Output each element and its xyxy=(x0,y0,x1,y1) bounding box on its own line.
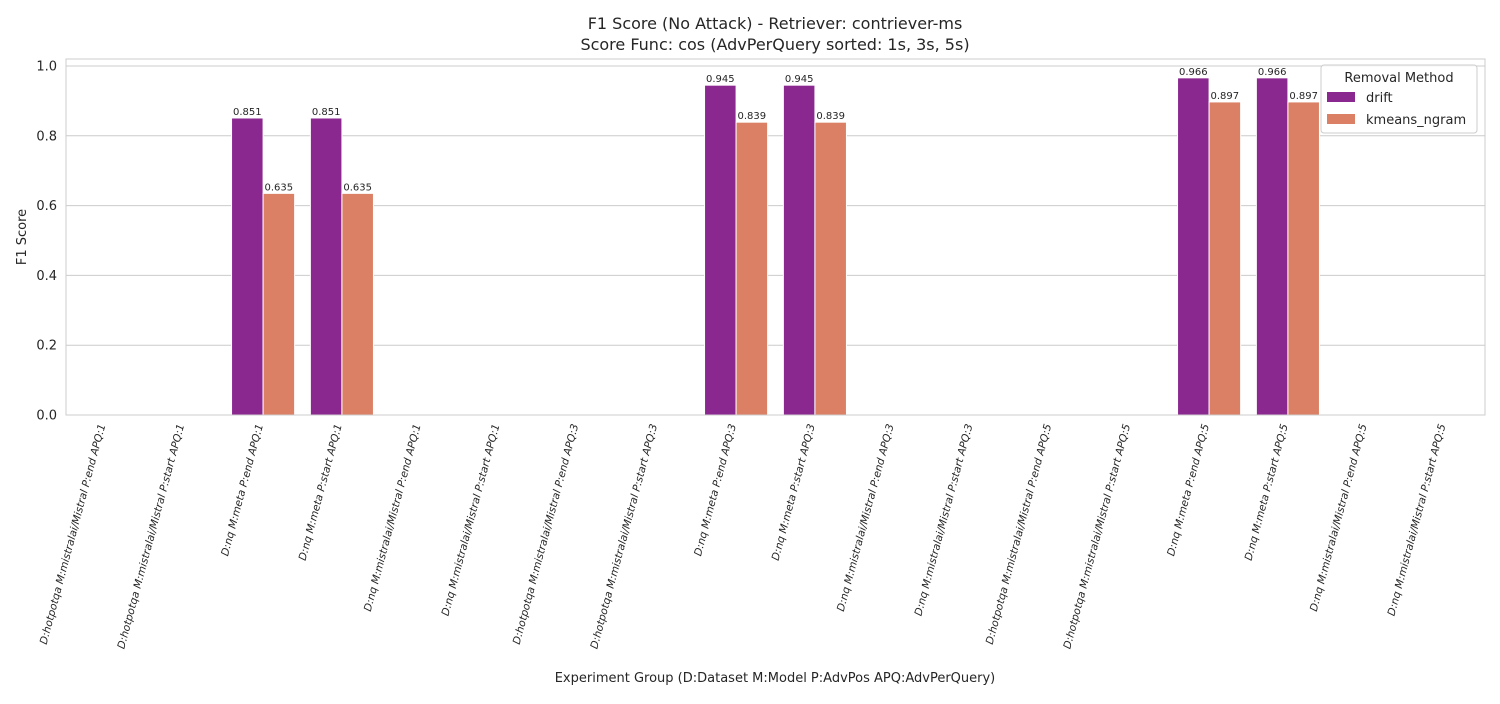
bar-drift xyxy=(1255,77,1289,416)
bar-kmeans-ngram xyxy=(735,121,769,416)
x-tick-label: D:hotpotqa M:mistralai/Mistral P:start A… xyxy=(588,423,660,651)
x-tick-label: D:hotpotqa M:mistralai/Mistral P:end APQ… xyxy=(511,423,582,646)
bar-kmeans-ngram xyxy=(1287,101,1320,416)
bar-drift xyxy=(309,117,343,416)
data-labels: 0.851 0.635 0.851 0.635 0.945 0.839 0.945 0.839… xyxy=(233,67,1318,194)
x-tick-label: D:nq M:meta P:end APQ:3 xyxy=(692,423,739,558)
data-label: 0.945 xyxy=(706,74,735,85)
data-label: 0.839 xyxy=(738,111,767,122)
bars xyxy=(231,77,1320,416)
x-axis-label: Experiment Group (D:Dataset M:Model P:Ad… xyxy=(555,671,996,686)
x-tick-label: D:nq M:meta P:start APQ:3 xyxy=(770,423,818,562)
legend-swatch-kmeans-ngram xyxy=(1327,114,1355,124)
y-tick-label: 0.0 xyxy=(36,409,57,424)
bar-drift xyxy=(704,84,737,416)
x-tick-label: D:hotpotqa M:mistralai/Mistral P:end APQ… xyxy=(38,423,109,646)
data-label: 0.966 xyxy=(1179,67,1208,78)
data-label: 0.635 xyxy=(265,182,294,193)
x-tick-label: D:hotpotqa M:mistralai/Mistral P:start A… xyxy=(1061,422,1133,650)
bar-kmeans-ngram xyxy=(1208,101,1242,416)
y-tick-label: 0.2 xyxy=(36,339,57,354)
data-label: 0.897 xyxy=(1211,91,1240,102)
x-axis-ticks: D:hotpotqa M:mistralai/Mistral P:end APQ… xyxy=(38,422,1449,650)
x-tick-label: D:nq M:mistralai/Mistral P:end APQ:1 xyxy=(362,423,424,613)
legend-label-kmeans-ngram: kmeans_ngram xyxy=(1366,113,1466,128)
x-tick-label: D:nq M:meta P:end APQ:1 xyxy=(219,423,266,558)
data-label: 0.839 xyxy=(816,111,845,122)
x-tick-label: D:hotpotqa M:mistralai/Mistral P:start A… xyxy=(115,423,187,651)
legend: Removal Method drift kmeans_ngram xyxy=(1320,64,1478,134)
legend-label-drift: drift xyxy=(1366,91,1393,106)
x-tick-label: D:nq M:meta P:end APQ:5 xyxy=(1165,422,1212,557)
x-tick-label: D:nq M:mistralai/Mistral P:start APQ:5 xyxy=(1386,422,1449,617)
y-axis-ticks: 0.0 0.2 0.4 0.6 0.8 1.0 xyxy=(36,59,57,423)
bar-drift xyxy=(1177,77,1210,416)
plot-frame xyxy=(65,58,1486,416)
x-tick-label: D:nq M:mistralai/Mistral P:start APQ:1 xyxy=(440,423,503,618)
bar-drift xyxy=(231,117,264,416)
data-label: 0.851 xyxy=(233,107,262,118)
y-tick-label: 0.6 xyxy=(36,199,57,214)
y-tick-label: 0.8 xyxy=(36,129,57,144)
bar-kmeans-ngram xyxy=(341,192,374,416)
chart-title: F1 Score (No Attack) - Retriever: contri… xyxy=(588,14,963,33)
bar-kmeans-ngram xyxy=(814,121,847,416)
legend-box xyxy=(1320,64,1478,134)
data-label: 0.897 xyxy=(1289,91,1318,102)
x-tick-label: D:nq M:mistralai/Mistral P:start APQ:3 xyxy=(913,423,976,618)
x-tick-label: D:hotpotqa M:mistralai/Mistral P:end APQ… xyxy=(984,422,1055,645)
data-label: 0.635 xyxy=(343,182,372,193)
y-tick-label: 0.4 xyxy=(36,269,57,284)
y-tick-label: 1.0 xyxy=(36,59,57,74)
x-tick-label: D:nq M:meta P:start APQ:5 xyxy=(1243,422,1291,562)
bar-drift xyxy=(782,84,816,416)
y-axis-label: F1 Score xyxy=(15,209,30,265)
data-label: 0.851 xyxy=(312,107,341,118)
data-label: 0.966 xyxy=(1258,67,1287,78)
bar-kmeans-ngram xyxy=(262,192,296,416)
legend-title: Removal Method xyxy=(1344,71,1453,86)
data-label: 0.945 xyxy=(785,74,814,85)
x-tick-label: D:nq M:mistralai/Mistral P:end APQ:5 xyxy=(1308,422,1370,612)
x-tick-label: D:nq M:meta P:start APQ:1 xyxy=(297,423,345,562)
legend-swatch-drift xyxy=(1327,92,1355,102)
x-tick-label: D:nq M:mistralai/Mistral P:end APQ:3 xyxy=(835,423,897,613)
chart-subtitle: Score Func: cos (AdvPerQuery sorted: 1s,… xyxy=(580,35,969,54)
